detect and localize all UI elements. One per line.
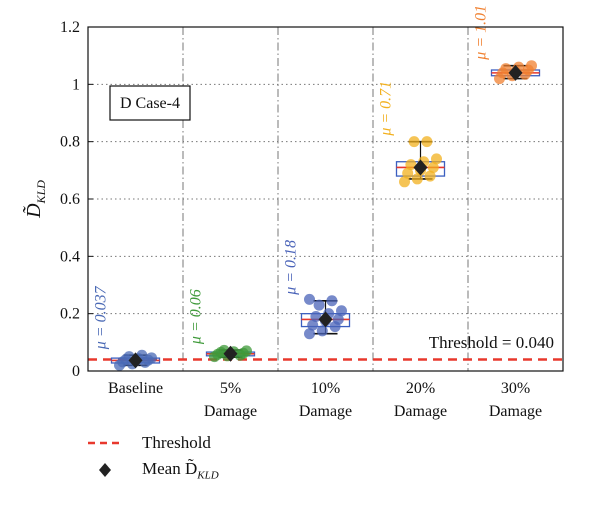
data-point [313,299,325,311]
mean-label: μ = 1.01 [473,5,490,61]
threshold-swatch [88,441,122,445]
data-point [307,319,319,331]
y-tick-label: 1.2 [60,19,80,36]
legend: Threshold Mean D̃KLD [88,432,348,492]
grid [88,27,563,371]
x-tick-label: Baseline [108,380,163,397]
mean-diamond-swatch [99,463,111,477]
y-axis-label: D̃KLD [22,180,48,219]
data-point [336,305,347,317]
y-tick-label: 0.2 [60,306,80,323]
x-tick-label-line2: Damage [204,403,257,420]
data-point [402,167,414,179]
svg-text:D̃KLD: D̃KLD [22,180,48,219]
data-point [526,60,537,72]
mean-label: μ = 0.18 [283,240,300,296]
data-point [424,170,436,182]
y-tick-label: 0.4 [60,248,80,265]
y-axis-label-sub: KLD [34,180,48,205]
data-point [326,295,338,307]
data-point [146,352,157,364]
data-point [241,345,252,357]
data-point [304,328,315,340]
data-point [316,325,328,337]
mean-marker [508,64,523,81]
legend-threshold-label: Threshold [142,433,211,452]
mean-marker [413,159,428,176]
legend-mean-sub: KLD [197,469,219,482]
data-point [421,136,433,148]
x-tick-label-line2: Damage [299,403,352,420]
x-tick-label: 20% [406,380,435,397]
mean-label: μ = 0.71 [378,81,395,137]
plot-frame [87,26,564,372]
x-tick-label-line2: Damage [489,403,542,420]
x-tick-label: 5% [220,380,241,397]
data-point [411,173,423,185]
y-tick-label: 0 [72,363,80,380]
y-tick-label: 1 [72,76,80,93]
x-tick-label: 10% [311,380,340,397]
data-point [500,63,512,75]
legend-item-threshold: Threshold [88,432,211,454]
y-tick-label: 0.6 [60,191,80,208]
case-label-box: D Case-4 [109,85,191,121]
case-label: D Case-4 [120,95,180,112]
mean-label: μ = 0.06 [188,289,205,345]
data-point [408,136,420,148]
legend-mean-main: Mean D̃ [142,458,198,478]
mean-marker [223,345,238,362]
legend-item-mean: Mean D̃KLD [88,459,219,481]
x-tick-label-line2: Damage [394,403,447,420]
y-axis-label-main: D̃ [22,203,45,219]
threshold-annotation: Threshold = 0.040 [429,333,554,352]
boxes: μ = 0.037 μ = 0.06 μ = 0.18 μ = 0.71 μ = 1.0… [93,5,541,371]
data-point [332,313,344,325]
data-point [399,176,410,188]
mean-marker [128,352,143,369]
y-tick-label: 0.8 [60,134,80,151]
legend-mean-label: Mean D̃KLD [142,459,219,481]
box-plot-chart: μ = 0.037 μ = 0.06 μ = 0.18 μ = 0.71 μ = 1.0… [22,5,564,420]
mean-marker [318,311,333,328]
data-point [304,293,315,305]
data-point [427,161,439,173]
data-point [431,153,442,165]
axes: 0 0.2 0.4 0.6 0.8 1 1.2 Baseline 5% Damage 10% Dama… [60,19,542,420]
x-tick-label: 30% [501,380,530,397]
mean-label: μ = 0.037 [93,285,110,350]
